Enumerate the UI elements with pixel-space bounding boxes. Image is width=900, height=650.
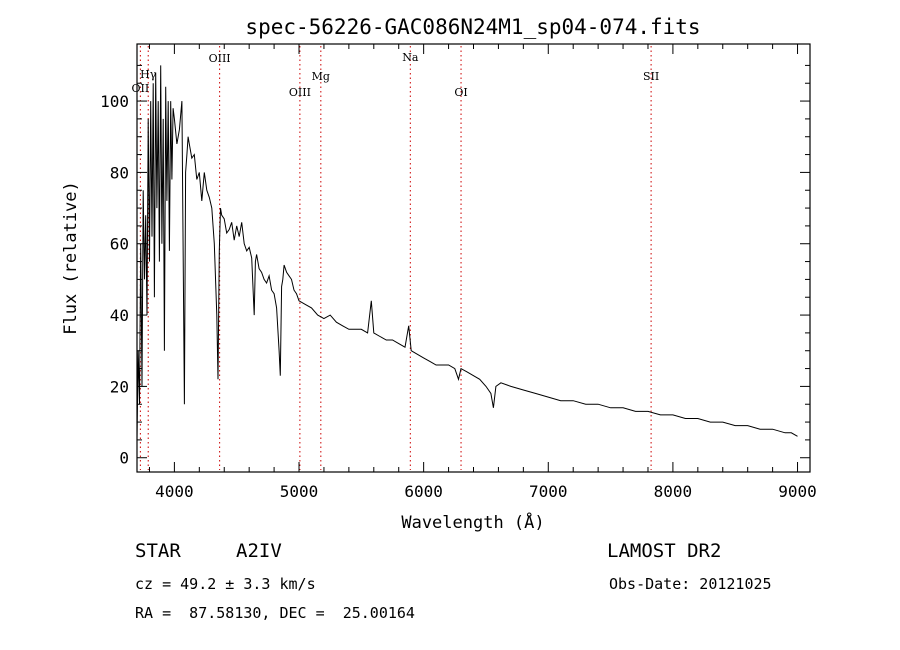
spectral-line-label: Na	[402, 51, 419, 64]
y-tick-label: 40	[110, 306, 129, 325]
x-tick-label: 8000	[654, 482, 693, 501]
survey-name: LAMOST DR2	[607, 540, 722, 562]
object-type: STAR	[135, 540, 181, 562]
x-tick-label: 7000	[529, 482, 568, 501]
spectral-line-label: OIII	[289, 86, 311, 99]
x-tick-label: 4000	[155, 482, 194, 501]
spectral-line-label: OIII	[209, 52, 231, 65]
redshift-cz: cz = 49.2 ± 3.3 km/s	[135, 575, 316, 593]
spectral-line-label: Mg	[312, 70, 330, 83]
spectral-line-label: OI	[454, 86, 467, 99]
axis-ticks: 4000 5000 6000 7000 8000 9000 0 20 40 60 80 100	[100, 44, 817, 501]
spectrum-line	[136, 65, 798, 440]
y-tick-label: 60	[110, 235, 129, 254]
plot-frame	[136, 43, 811, 473]
spectral-subclass: A2IV	[236, 540, 282, 562]
x-tick-label: 6000	[404, 482, 443, 501]
y-tick-label: 100	[100, 92, 129, 111]
y-tick-label: 80	[110, 163, 129, 182]
spectral-line-label: Hγ	[140, 68, 157, 81]
observation-date: Obs-Date: 20121025	[609, 575, 772, 593]
x-tick-label: 9000	[778, 482, 817, 501]
chart-title: spec-56226-GAC086N24M1_sp04-074.fits	[245, 15, 700, 39]
y-tick-label: 0	[119, 449, 129, 468]
spectral-line-label: SII	[643, 70, 659, 83]
x-axis-label: Wavelength (Å)	[401, 511, 544, 533]
y-tick-label: 20	[110, 377, 129, 396]
coordinates: RA = 87.58130, DEC = 25.00164	[135, 604, 415, 622]
y-axis-label: Flux (relative)	[61, 181, 81, 335]
spectral-line-label: OII	[132, 82, 150, 95]
x-tick-label: 5000	[280, 482, 319, 501]
